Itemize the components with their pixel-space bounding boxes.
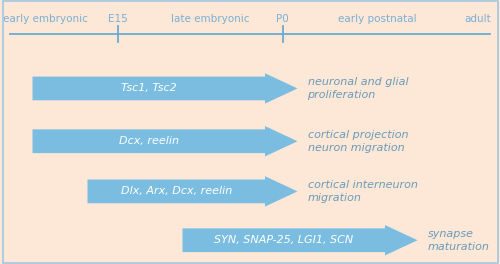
FancyArrow shape — [32, 126, 298, 156]
FancyArrow shape — [88, 176, 298, 206]
Text: P0: P0 — [276, 14, 289, 24]
Text: adult: adult — [464, 14, 491, 24]
Text: SYN, SNAP-25, LGI1, SCN: SYN, SNAP-25, LGI1, SCN — [214, 235, 354, 245]
FancyArrow shape — [182, 225, 418, 256]
Text: Dcx, reelin: Dcx, reelin — [119, 136, 179, 146]
Text: late embryonic: late embryonic — [171, 14, 249, 24]
Text: Tsc1, Tsc2: Tsc1, Tsc2 — [121, 83, 176, 93]
Text: neuronal and glial
proliferation: neuronal and glial proliferation — [308, 77, 408, 100]
Text: synapse
maturation: synapse maturation — [428, 229, 490, 252]
FancyArrow shape — [32, 73, 298, 103]
Text: cortical interneuron
migration: cortical interneuron migration — [308, 180, 418, 203]
Text: early postnatal: early postnatal — [338, 14, 417, 24]
Text: Dlx, Arx, Dcx, reelin: Dlx, Arx, Dcx, reelin — [120, 186, 232, 196]
Text: early embryonic: early embryonic — [2, 14, 87, 24]
Text: E15: E15 — [108, 14, 128, 24]
Text: cortical projection
neuron migration: cortical projection neuron migration — [308, 130, 408, 153]
